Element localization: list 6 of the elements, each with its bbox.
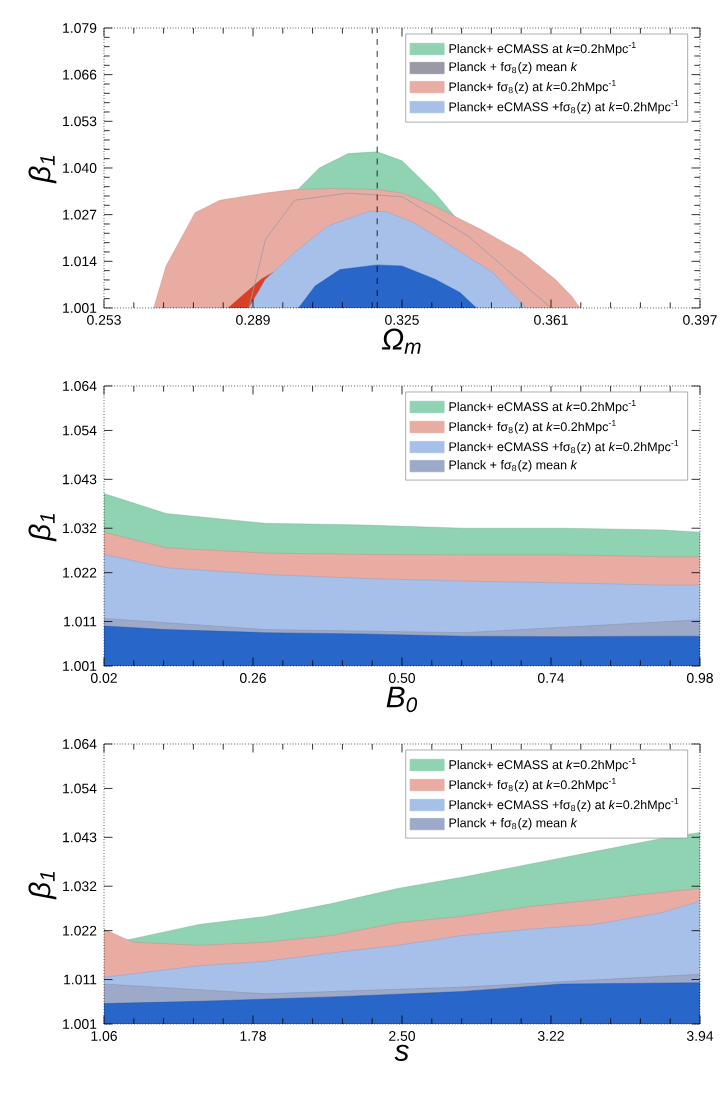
y-axis-title: β$_{1}$ [28,155,57,184]
x-axis-title: B$_{0}$ [386,686,418,713]
x-axis-title: s [394,1044,409,1061]
y-axis-title: β$_{1}$ [28,871,57,900]
x-axis-title: Ω$_{m}$ [381,328,421,354]
y-axis-title: β$_{1}$ [28,513,57,542]
